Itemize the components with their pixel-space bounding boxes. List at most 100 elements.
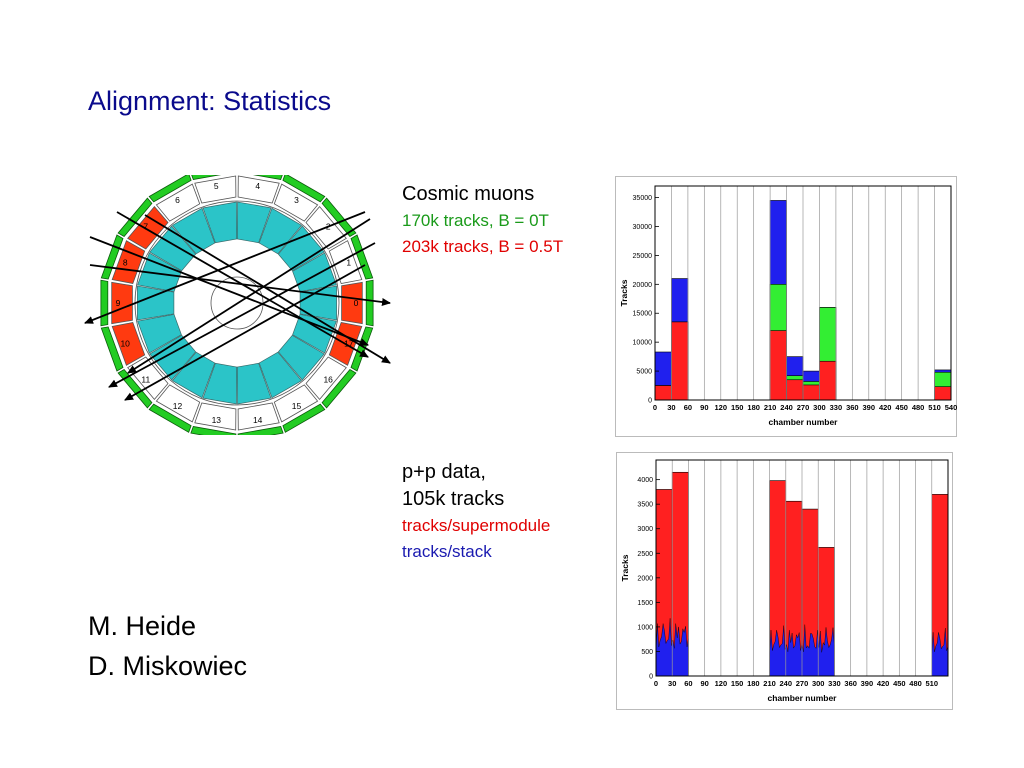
y-tick-label: 3000 (637, 526, 653, 533)
y-tick-label: 1000 (637, 624, 653, 631)
y-tick-label: 3500 (637, 502, 653, 509)
frame-segment (237, 426, 284, 435)
y-axis-label: Tracks (619, 279, 629, 306)
inner-detector-sector (202, 362, 238, 405)
x-tick-label: 480 (909, 679, 922, 688)
inner-detector-sector (236, 362, 272, 405)
y-tick-label: 25000 (633, 253, 653, 260)
x-tick-label: 360 (844, 679, 857, 688)
y-tick-label: 10000 (633, 340, 653, 347)
frame-segment (148, 175, 192, 203)
supermodule-empty (194, 175, 237, 204)
sector-label: 9 (116, 298, 121, 308)
y-tick-label: 15000 (633, 311, 653, 318)
supermodule-installed (341, 281, 363, 325)
detector-diagram: 01234567891011121314151617 (84, 175, 391, 435)
supermodule-installed (127, 205, 169, 250)
y-tick-label: 0 (649, 674, 653, 681)
frame-segment (190, 426, 237, 435)
x-tick-label: 240 (780, 679, 793, 688)
bar-red (671, 321, 689, 401)
pp-heading-2: 105k tracks (402, 488, 505, 510)
authors: M. Heide D. Miskowiec (88, 606, 247, 686)
x-tick-label: 300 (812, 679, 825, 688)
cosmic-heading: Cosmic muons (402, 183, 535, 205)
x-tick-label: 30 (667, 403, 675, 412)
frame-segment (148, 403, 192, 433)
cosmic-track-arrow (108, 242, 376, 388)
cosmic-line-green: 170k tracks, B = 0T (402, 211, 549, 230)
pp-legend: p+p data, 105k tracks tracks/supermodule… (402, 459, 550, 565)
frame-segment (365, 279, 374, 327)
sector-label: 11 (141, 375, 150, 385)
x-tick-label: 510 (928, 403, 941, 412)
cosmic-track-arrow (124, 264, 366, 401)
x-tick-label: 60 (684, 403, 692, 412)
inner-detector-sector (137, 314, 182, 354)
x-tick-label: 540 (945, 403, 957, 412)
supermodule-empty (273, 183, 319, 222)
sector-label: 1 (346, 257, 351, 267)
bar-red (769, 330, 787, 401)
frame-segment (100, 279, 109, 327)
sector-label: 4 (255, 181, 260, 191)
cosmic-line-red: 203k tracks, B = 0.5T (402, 237, 564, 256)
x-tick-label: 120 (715, 403, 728, 412)
x-tick-label: 360 (846, 403, 859, 412)
frame-segment (191, 175, 222, 180)
y-tick-label: 500 (641, 649, 653, 656)
pp-heading-1: p+p data, (402, 461, 486, 483)
supermodule-empty (237, 402, 280, 431)
inner-detector-sector (277, 334, 325, 381)
x-tick-label: 0 (653, 403, 657, 412)
x-tick-label: 300 (813, 403, 826, 412)
inner-detector-sector (137, 252, 182, 292)
cosmic-track-arrow (84, 211, 366, 324)
cosmic-track-arrow (89, 264, 391, 306)
supermodule-empty (237, 175, 280, 204)
author-1: M. Heide (88, 611, 197, 641)
y-axis-label: Tracks (620, 554, 630, 581)
y-tick-label: 20000 (633, 282, 653, 289)
x-tick-label: 330 (828, 679, 841, 688)
sector-label: 7 (143, 222, 148, 232)
sector-label: 0 (354, 298, 359, 308)
sector-label: 16 (323, 375, 333, 385)
supermodule-installed (111, 322, 146, 366)
inner-detector-sector (202, 201, 238, 244)
pp-line-red: tracks/supermodule (402, 516, 551, 535)
x-tick-label: 510 (926, 679, 939, 688)
y-tick-label: 5000 (636, 369, 652, 376)
x-tick-label: 210 (764, 403, 777, 412)
slide-title: Alignment: Statistics (88, 86, 332, 116)
supermodule-empty (194, 402, 237, 431)
bar-red (819, 360, 837, 401)
plot-area (655, 459, 949, 677)
sector-label: 10 (120, 339, 130, 349)
pp-chart: 0 30 60 90 120 150 180 210 240 270 300 330 360 390 420… (616, 452, 953, 710)
sector-label: 15 (292, 401, 302, 411)
cosmic-chart: 0 30 60 90 120 150 180 210 240 270 300 330 360 390 420… (615, 176, 957, 437)
inner-detector-sector (236, 201, 272, 244)
pp-line-blue: tracks/stack (402, 542, 492, 561)
cosmic-legend: Cosmic muons 170k tracks, B = 0T 203k tr… (402, 181, 563, 260)
frame-segment (117, 197, 153, 238)
plot-area (654, 185, 952, 401)
x-tick-label: 270 (797, 403, 810, 412)
cosmic-track-arrow (89, 236, 369, 346)
y-tick-label: 30000 (633, 224, 653, 231)
x-tick-label: 180 (747, 679, 760, 688)
y-tick-label: 0 (648, 398, 652, 405)
x-tick-label: 420 (879, 403, 892, 412)
inner-detector-sector (149, 225, 197, 272)
cosmic-track-arrow (144, 214, 391, 364)
x-tick-label: 90 (700, 403, 708, 412)
bar-red (654, 385, 672, 401)
x-tick-label: 90 (700, 679, 708, 688)
bars-group (655, 471, 949, 677)
frame-segment (321, 368, 357, 409)
y-tick-label: 4000 (637, 477, 653, 484)
bar-red (786, 379, 804, 401)
sector-label: 6 (175, 195, 180, 205)
x-tick-label: 450 (895, 403, 908, 412)
